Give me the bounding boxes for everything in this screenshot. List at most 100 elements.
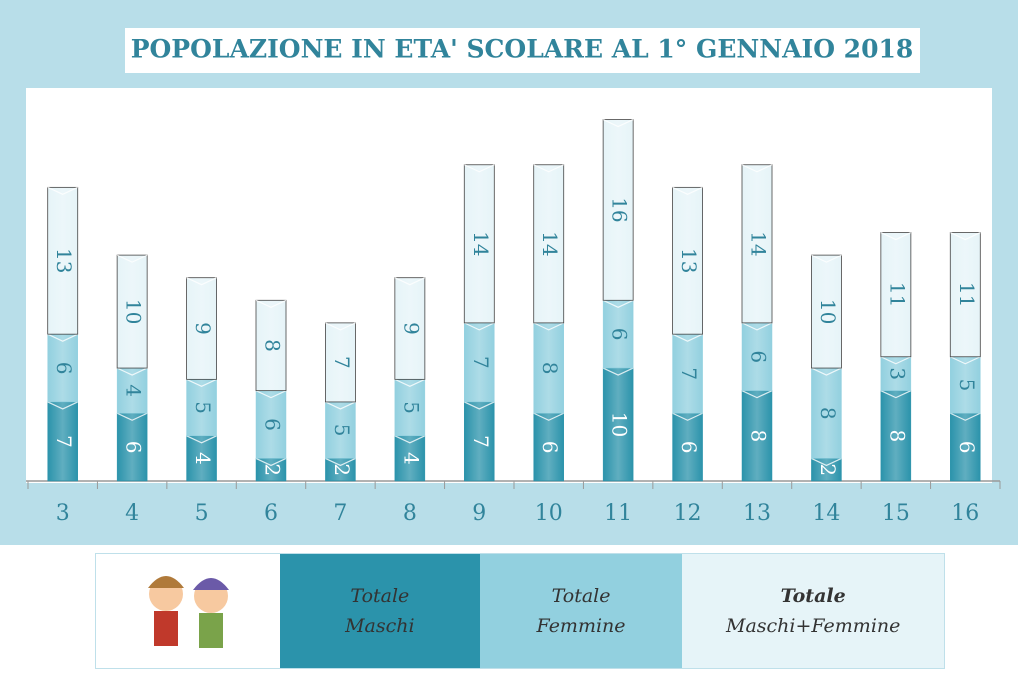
bar-cap (464, 401, 495, 410)
bar-segment (950, 412, 981, 482)
bar-cap (811, 254, 842, 263)
x-tick-label: 13 (743, 501, 771, 526)
legend-entry: Totale Maschi+Femmine (682, 554, 944, 668)
bar-cap (116, 412, 148, 421)
bar-cap (880, 390, 912, 399)
bar-segment (880, 390, 912, 482)
bar-segment (116, 412, 148, 482)
bar-cap (116, 254, 148, 263)
bar-segment (325, 322, 356, 403)
data-label: 8 (885, 429, 909, 442)
bar-cap (950, 412, 981, 421)
plot-area (26, 88, 992, 483)
bar-segment (533, 164, 565, 324)
data-label: 6 (747, 350, 771, 363)
x-tick-label: 3 (56, 501, 70, 526)
chart: POPOLAZIONE IN ETA' SCOLARE AL 1° GENNAI… (0, 0, 1018, 545)
bar-cap (741, 322, 773, 331)
bar-cap (47, 333, 78, 342)
data-label: 6 (955, 441, 979, 454)
data-label: 5 (330, 424, 354, 437)
data-label: 2 (816, 463, 840, 476)
bar-cap (464, 322, 495, 331)
x-tick-label: 10 (535, 501, 563, 526)
data-label: 8 (747, 429, 771, 442)
data-label: 6 (261, 418, 285, 431)
data-label: 4 (122, 384, 146, 397)
x-tick-label: 7 (333, 501, 347, 526)
data-label: 8 (261, 339, 285, 352)
bar-cap (533, 322, 564, 331)
data-label: 14 (747, 231, 771, 256)
chart-title: POPOLAZIONE IN ETA' SCOLARE AL 1° GENNAI… (131, 35, 914, 64)
data-label: 5 (955, 379, 979, 392)
x-tick-label: 9 (472, 501, 486, 526)
data-label: 6 (122, 441, 146, 454)
bar-cap (394, 378, 426, 388)
bar-cap (602, 299, 634, 308)
data-label: 6 (52, 362, 76, 375)
bar-cap (741, 164, 773, 173)
data-label: 2 (330, 463, 354, 476)
legend: Totale Maschi Totale Femmine Totale Maschi… (95, 553, 945, 669)
bar-cap (464, 164, 495, 173)
data-label: 3 (885, 367, 909, 380)
data-label: 7 (52, 435, 76, 448)
bar-cap (672, 412, 703, 421)
bar-segment (394, 379, 426, 437)
bar-cap (811, 367, 842, 376)
bar-cap (880, 231, 912, 241)
data-label: 7 (330, 356, 354, 369)
data-label: 10 (122, 299, 146, 324)
bar-segment (880, 356, 912, 391)
bar-segment (880, 232, 912, 358)
bar-segment (533, 412, 564, 482)
bar-segment (602, 119, 634, 301)
x-tick-label: 8 (403, 501, 417, 526)
bar-cap (880, 356, 912, 365)
title-box (125, 28, 920, 73)
data-label: 4 (399, 452, 423, 465)
x-tick-label: 5 (195, 501, 209, 526)
bar-segment (47, 333, 78, 403)
bar-cap (186, 277, 217, 286)
x-tick-label: 14 (812, 501, 840, 526)
bar-segment (47, 401, 78, 482)
data-label: 6 (608, 328, 632, 341)
data-label: 16 (608, 197, 632, 222)
bar-segment (602, 367, 634, 482)
data-label: 10 (608, 412, 632, 437)
bar-segment (741, 322, 773, 391)
data-label: 14 (538, 231, 562, 256)
bar-cap (672, 333, 703, 342)
bar-cap (186, 435, 217, 444)
bar-cap (811, 457, 842, 467)
bar-cap (325, 457, 356, 467)
bar-segment (811, 367, 842, 459)
bar-cap (741, 390, 773, 399)
legend-picture (96, 554, 280, 668)
data-label: 5 (399, 401, 423, 414)
bar-segment (464, 322, 495, 403)
data-label: 11 (955, 282, 979, 307)
data-label: 10 (816, 299, 840, 324)
bar-segment (186, 277, 217, 380)
bar-segment (811, 254, 842, 369)
bar-segment (950, 356, 981, 414)
bar-segment (47, 186, 79, 335)
bar-segment (672, 186, 703, 335)
data-label: 9 (399, 322, 423, 335)
bar-cap (325, 322, 356, 331)
bar-cap (394, 435, 426, 444)
bar-cap (533, 412, 564, 421)
data-label: 14 (469, 231, 493, 256)
bar-segment (116, 254, 148, 369)
bar-cap (672, 186, 703, 196)
bar-cap (394, 277, 426, 286)
x-tick-label: 15 (882, 501, 910, 526)
bar-cap (533, 164, 564, 173)
bar-cap (950, 356, 981, 365)
data-label: 7 (677, 367, 701, 380)
bar-cap (255, 457, 287, 467)
